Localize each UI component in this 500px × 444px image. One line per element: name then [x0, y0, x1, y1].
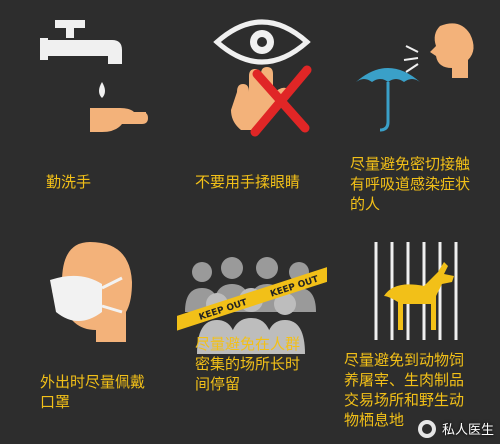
label-avoid-contact: 尽量避免密切接触 有呼吸道感染症状 的人 [350, 155, 471, 213]
crowd-keepout-icon: KEEP OUT KEEP OUT [177, 257, 327, 354]
watermark-logo-icon [417, 419, 436, 438]
watermark-text: 私人医生 [441, 423, 494, 438]
label-wash-hands: 勤洗手 [46, 173, 92, 191]
cell-avoid-animals: 尽量避免到动物饲 养屠宰、生肉制品 交易场所和野生动 物栖息地 [334, 222, 500, 444]
faucet-hand-icon [40, 20, 148, 132]
cell-avoid-contact: 尽量避免密切接触 有呼吸道感染症状 的人 [334, 0, 500, 222]
cell-wash-hands: 勤洗手 [0, 0, 167, 222]
mask-face-icon [50, 242, 132, 342]
sneeze-umbrella-icon [356, 23, 474, 132]
label-avoid-crowds: 尽量避免在人群 密集的场所长时 间停留 [195, 335, 301, 393]
cell-avoid-crowds: KEEP OUT KEEP OUT 尽量避免在人群 密集的场所长时 间停留 [167, 222, 334, 444]
cell-no-rub-eyes: 不要用手揉眼睛 [167, 0, 334, 222]
label-no-rub-eyes: 不要用手揉眼睛 [195, 173, 301, 191]
label-avoid-animals: 尽量避免到动物饲 养屠宰、生肉制品 交易场所和野生动 物栖息地 [344, 351, 465, 429]
caged-deer-icon [374, 242, 458, 340]
label-wear-mask: 外出时尽量佩戴 口罩 [40, 373, 146, 411]
cell-wear-mask: 外出时尽量佩戴 口罩 [0, 222, 167, 444]
watermark: 私人医生 [417, 419, 494, 438]
eye-hand-cross-icon [213, 19, 312, 137]
